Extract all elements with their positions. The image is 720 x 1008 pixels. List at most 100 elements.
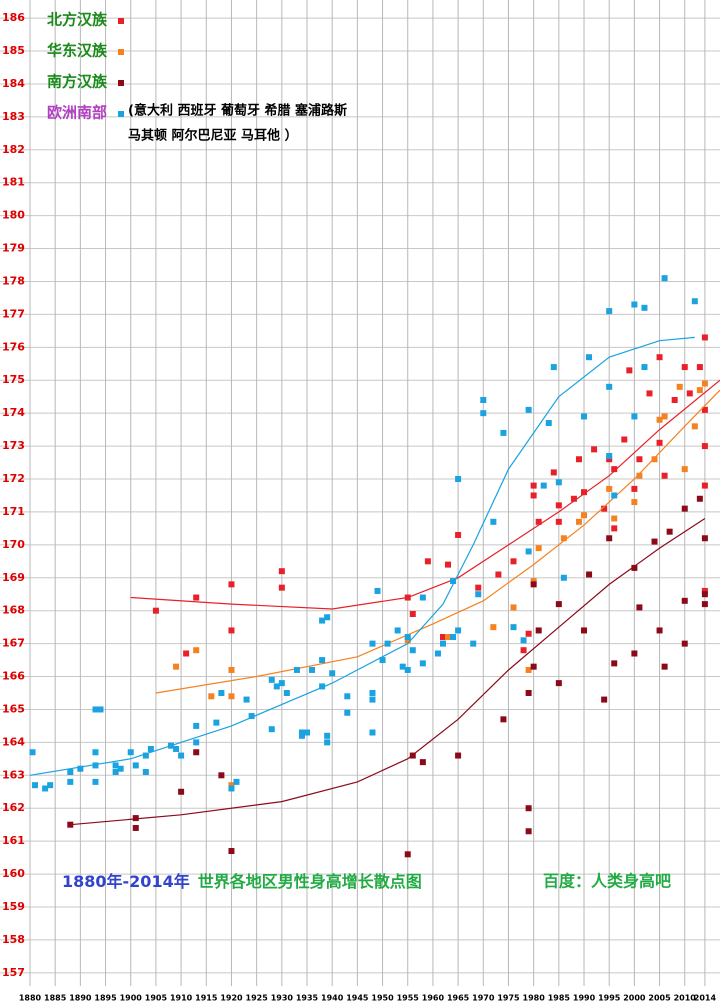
point [173, 663, 180, 670]
trend-line [29, 336, 695, 776]
x-tick-label: 2005 [648, 994, 671, 1003]
y-tick-label: 171 [2, 505, 25, 518]
point [97, 706, 104, 713]
point [701, 443, 708, 450]
point [319, 617, 326, 624]
x-tick-label: 1965 [447, 994, 470, 1003]
point [450, 578, 457, 585]
point [228, 848, 235, 855]
point [193, 647, 200, 654]
point [631, 301, 638, 308]
point [29, 749, 36, 756]
y-tick-label: 178 [2, 274, 25, 287]
point [228, 693, 235, 700]
point [651, 538, 658, 545]
x-tick-label: 2010 [674, 994, 697, 1003]
point [480, 410, 487, 417]
point [439, 640, 446, 647]
legend-label: 南方汉族 [47, 73, 108, 91]
point [606, 383, 613, 390]
point [445, 561, 452, 568]
point [681, 466, 688, 473]
point [293, 666, 300, 673]
x-tick-label: 1960 [422, 994, 445, 1003]
point [424, 558, 431, 565]
point [404, 666, 411, 673]
point [591, 446, 598, 453]
point [278, 680, 285, 687]
point [525, 828, 532, 835]
point [394, 627, 401, 634]
point [193, 739, 200, 746]
point [686, 390, 693, 397]
y-tick-label: 174 [2, 406, 25, 419]
legend-marker [118, 18, 124, 24]
point [510, 558, 517, 565]
point [611, 660, 618, 667]
y-tick-label: 179 [2, 242, 25, 255]
y-tick-label: 185 [2, 44, 25, 57]
point [450, 634, 457, 641]
point [606, 308, 613, 315]
point [228, 581, 235, 588]
point [419, 759, 426, 766]
point [404, 594, 411, 601]
point [47, 782, 54, 789]
legend-note: 马其顿 阿尔巴尼亚 马耳他 ） [128, 128, 298, 144]
point [701, 587, 708, 594]
point [550, 364, 557, 371]
x-tick-label: 1935 [296, 994, 319, 1003]
x-tick-label: 1980 [523, 994, 546, 1003]
point [112, 769, 119, 776]
point [691, 298, 698, 305]
point [676, 383, 683, 390]
point [636, 604, 643, 611]
point [168, 742, 175, 749]
point [67, 778, 74, 785]
point [631, 564, 638, 571]
y-tick-label: 177 [2, 307, 25, 320]
point [661, 413, 668, 420]
trend-line [130, 379, 720, 610]
x-tick-label: 1945 [346, 994, 369, 1003]
point [530, 578, 537, 585]
point [324, 732, 331, 739]
point [112, 762, 119, 769]
y-tick-label: 162 [2, 801, 25, 814]
point [525, 805, 532, 812]
x-tick-label: 1920 [220, 994, 243, 1003]
point [475, 591, 482, 598]
point [455, 627, 462, 634]
y-tick-label: 168 [2, 604, 25, 617]
point [369, 696, 376, 703]
x-tick-label: 2014 [694, 994, 717, 1003]
point [555, 518, 562, 525]
y-tick-label: 184 [2, 77, 25, 90]
point [581, 489, 588, 496]
point [606, 485, 613, 492]
point [183, 650, 190, 657]
point [273, 683, 280, 690]
y-tick-label: 175 [2, 373, 25, 386]
point [369, 729, 376, 736]
point [586, 354, 593, 361]
x-tick-label: 1990 [573, 994, 596, 1003]
x-tick-label: 1880 [19, 994, 42, 1003]
legend-note: (意大利 西班牙 葡萄牙 希腊 塞浦路斯 [128, 103, 347, 119]
point [455, 476, 462, 483]
point [218, 772, 225, 779]
point [530, 492, 537, 499]
point [646, 390, 653, 397]
point [535, 518, 542, 525]
point [510, 624, 517, 631]
point [606, 535, 613, 542]
point [178, 752, 185, 759]
point [228, 627, 235, 634]
point [283, 689, 290, 696]
x-tick-label: 1900 [120, 994, 143, 1003]
point [404, 851, 411, 858]
point [581, 627, 588, 634]
point [329, 670, 336, 677]
point [309, 666, 316, 673]
